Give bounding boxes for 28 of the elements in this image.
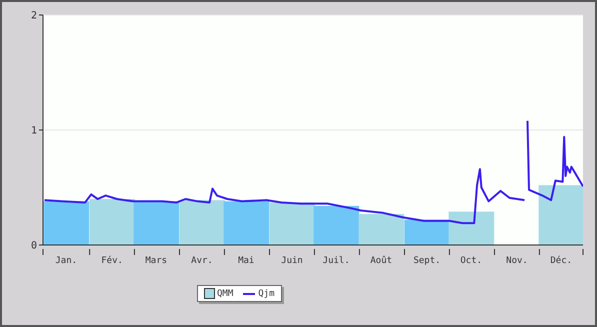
legend-label: QMM (216, 288, 234, 299)
x-tick-label: Oct. (460, 256, 482, 266)
bar (314, 206, 360, 245)
x-tick-label: Avr. (191, 256, 213, 266)
x-tick-label: Déc. (550, 255, 572, 266)
x-tick-label: Sept. (413, 256, 441, 266)
bar (269, 202, 315, 245)
bar (448, 212, 494, 245)
bar (90, 199, 136, 245)
bar (358, 214, 404, 245)
bar (44, 201, 90, 245)
bar (224, 201, 270, 245)
y-tick-label: 2 (30, 10, 37, 22)
bar (134, 201, 180, 245)
bar (538, 185, 583, 245)
x-tick-label: Juin (281, 256, 303, 266)
x-tick-label: Mai (238, 256, 254, 266)
x-tick-label: Août (370, 255, 392, 266)
legend-label: Qjm (257, 288, 275, 298)
bar (404, 220, 450, 245)
x-tick-label: Nov. (506, 256, 528, 266)
y-tick-label: 0 (30, 240, 37, 252)
bar (179, 200, 225, 245)
x-tick-label: Jan. (55, 256, 78, 266)
x-tick-label: Mars (145, 256, 168, 266)
x-tick-label: Juil. (322, 256, 350, 266)
y-tick-label: 1 (30, 126, 37, 137)
x-tick-label: Fév. (101, 255, 123, 266)
